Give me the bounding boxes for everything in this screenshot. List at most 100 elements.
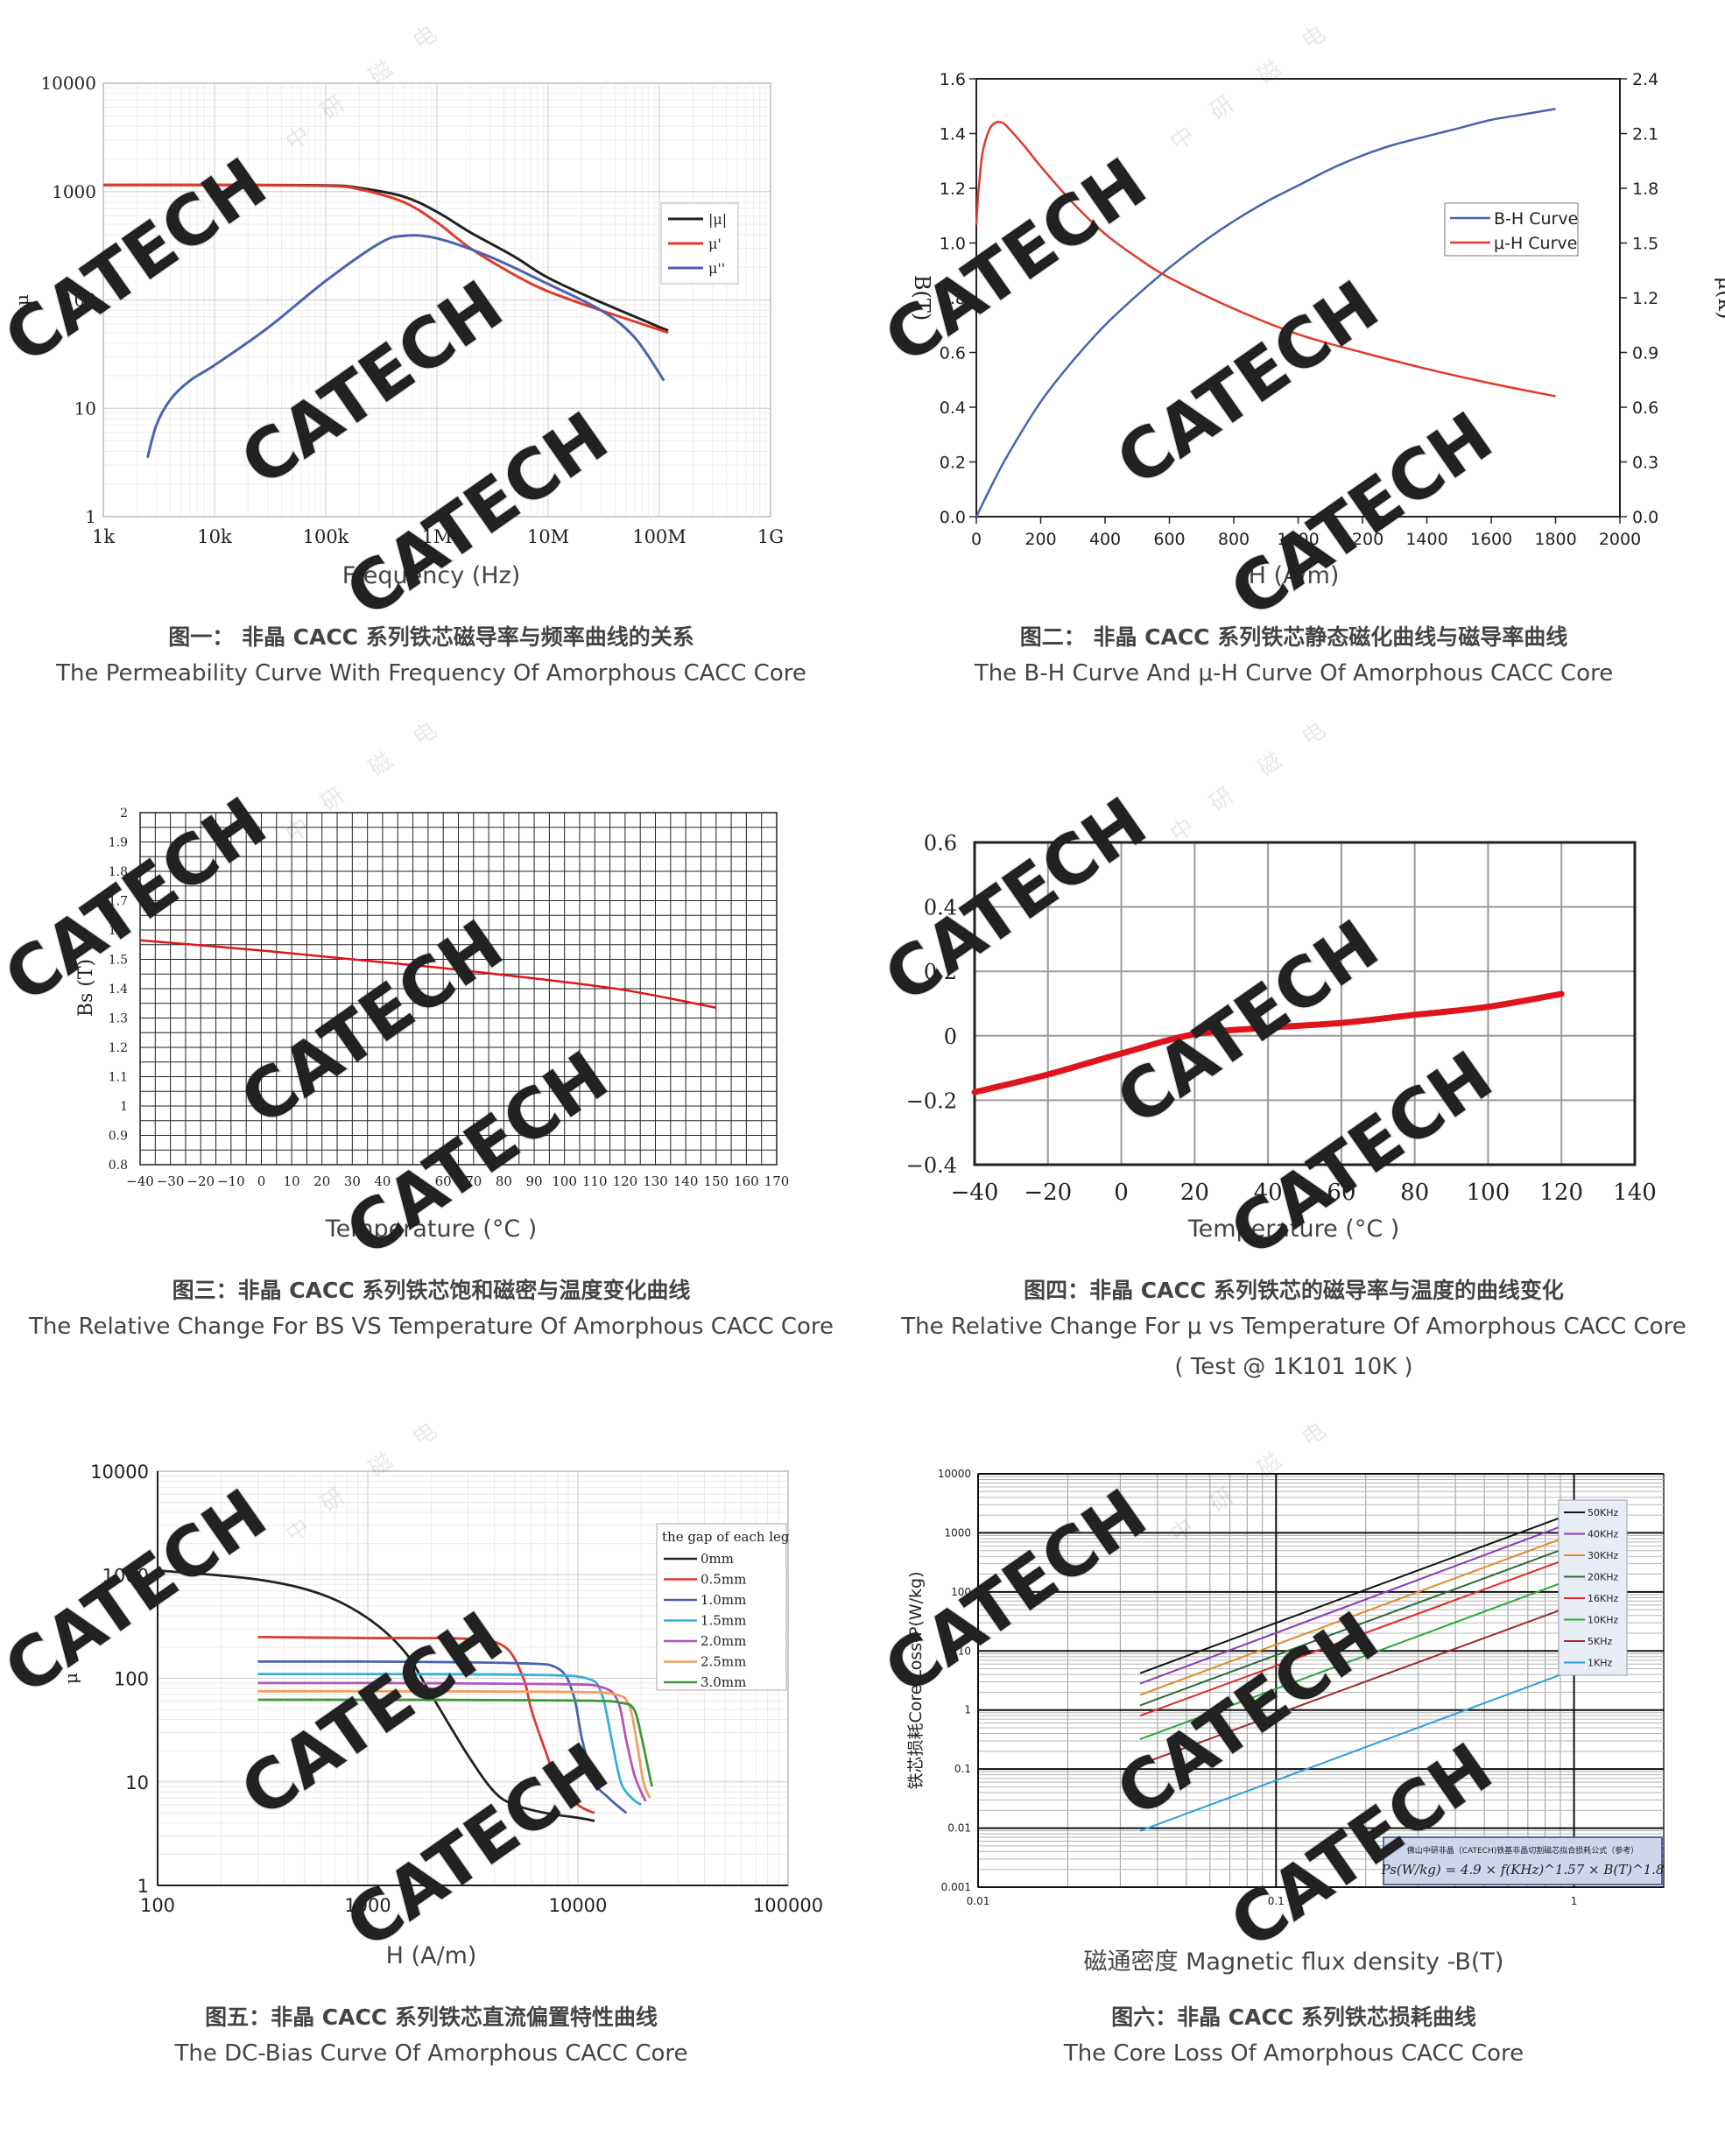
series-line: [1139, 1668, 1574, 1832]
series-line: [257, 1681, 647, 1802]
chart-bh-uh-curve: 0 200 400 600 800 1000 1200 1400 1600 1800 2000 0.0…: [910, 70, 1725, 549]
series-line: [257, 1673, 643, 1807]
y-tick-label: 0.2: [924, 960, 957, 984]
legend-label: 0mm: [701, 1551, 734, 1567]
legend-label: μ': [708, 236, 722, 252]
x-tick-label: 100: [1467, 1180, 1510, 1206]
x-tick-label: 70: [465, 1173, 482, 1189]
x-tick-label: 0: [971, 530, 982, 549]
panel-core-loss: 0.01 0.1 1 0.001 0.01 0.1 1 10 100 1000 10000 铁芯损耗C…: [862, 1419, 1725, 2156]
legend-label: 30KHz: [1588, 1550, 1618, 1561]
series-line: [157, 1569, 595, 1822]
x-tick-label: 10: [284, 1173, 300, 1189]
y-tick-label: 100: [951, 1586, 971, 1598]
legend-label: 5KHz: [1588, 1636, 1612, 1647]
legend-label: 1.5mm: [701, 1613, 746, 1629]
y-tick-label: 0.9: [109, 1130, 128, 1144]
y-tick-label: 0.8: [940, 289, 966, 308]
legend-label: 1.0mm: [701, 1592, 746, 1608]
y-tick-label: −0.4: [906, 1153, 957, 1178]
x-tick-label: 80: [496, 1173, 512, 1189]
y-tick-label: 100: [114, 1669, 149, 1690]
series-line: [1139, 1520, 1574, 1685]
x-tick-label: 1k: [92, 526, 115, 547]
x-tick-label: 60: [435, 1173, 452, 1189]
x-tick-label: 200: [1024, 530, 1056, 549]
series-line: [257, 1689, 651, 1799]
x-axis-label: H (A/m): [1248, 562, 1340, 589]
x-tick-label: −40: [126, 1173, 154, 1189]
panel-permeability-frequency: 1k 10k 100k 1M 10M 100M 1G 1 10 100 1000 10000 μ |μ| μ…: [0, 0, 862, 701]
y-tick-label: 0.4: [940, 398, 966, 418]
y2-tick-label: 0.0: [1632, 508, 1658, 527]
x-tick-label: 0.01: [967, 1895, 990, 1907]
x-tick-label: 130: [643, 1173, 668, 1189]
legend-box: [1444, 202, 1579, 257]
x-tick-label: 150: [703, 1173, 729, 1189]
x-tick-label: 80: [1400, 1180, 1429, 1206]
x-tick-label: 90: [526, 1173, 543, 1189]
y-tick-label: 0.0: [940, 508, 966, 527]
x-tick-label: 100: [552, 1173, 577, 1189]
x-tick-label: −30: [157, 1173, 185, 1189]
x-tick-label: 1G: [757, 526, 784, 547]
x-tick-label: 10k: [197, 526, 232, 547]
y2-tick-label: 0.6: [1632, 398, 1658, 418]
series-line: [1139, 1555, 1574, 1717]
y-tick-label: 1: [964, 1704, 971, 1716]
chart-mu-temperature: −40 −20 0 20 40 60 80 100 120 140 −0.4 −0.2 0 0.2 0.4 0…: [906, 831, 1657, 1206]
x-tick-label: 20: [1180, 1180, 1209, 1206]
series-line: [1139, 1544, 1574, 1707]
y-tick-label: 0.1: [954, 1763, 971, 1775]
y2-tick-label: 2.1: [1632, 125, 1658, 144]
x-tick-label: 800: [1218, 530, 1250, 549]
legend-box: [1558, 1499, 1628, 1676]
y-tick-label: 0.8: [109, 1159, 128, 1173]
x-axis-label: Temperature (°C ): [1187, 1215, 1400, 1243]
legend-label: B-H Curve: [1494, 209, 1578, 229]
y-tick-label: 2: [120, 807, 128, 821]
panel-mu-temperature: −40 −20 0 20 40 60 80 100 120 140 −0.4 −0.2 0 0.2 0.4 0…: [862, 718, 1725, 1401]
x-tick-label: 1800: [1534, 530, 1576, 549]
x-tick-label: 1M: [422, 526, 453, 547]
x-tick-label: 10M: [527, 526, 569, 547]
x-tick-label: 100000: [753, 1895, 823, 1916]
series-line: [146, 234, 665, 459]
y-tick-label: 0.001: [941, 1881, 971, 1893]
legend-label: 3.0mm: [701, 1674, 746, 1690]
x-tick-label: 40: [1254, 1180, 1283, 1206]
x-axis-label: Temperature (°C ): [325, 1215, 538, 1243]
x-tick-label: 110: [582, 1173, 608, 1189]
x-tick-label: 400: [1089, 530, 1121, 549]
caption-en: The Permeability Curve With Frequency Of…: [56, 660, 806, 687]
panel-bs-temperature: −40 −30 −20 −10 0 10 20 30 40 50 60 70 80 90 100 110 120…: [0, 718, 862, 1384]
y-tick-label: 1.1: [109, 1071, 128, 1085]
caption-zh: 图一： 非晶 CACC 系列铁芯磁导率与频率曲线的关系: [168, 624, 694, 650]
x-tick-label: 0.1: [1268, 1895, 1285, 1907]
y-tick-label: 1000: [944, 1526, 971, 1539]
x-tick-label: 120: [1539, 1180, 1583, 1206]
y-tick-label: 1.2: [940, 180, 966, 199]
y-tick-label: 1.4: [109, 983, 128, 997]
y-axis-label: Bs (T): [75, 959, 97, 1017]
y2-tick-label: 0.9: [1632, 344, 1658, 363]
x-tick-label: 100: [140, 1895, 175, 1916]
legend-label: 50KHz: [1588, 1507, 1618, 1518]
caption-zh: 图五：非晶 CACC 系列铁芯直流偏置特性曲线: [205, 2005, 658, 2030]
legend-label: 40KHz: [1588, 1529, 1618, 1540]
x-tick-label: 160: [734, 1173, 759, 1189]
x-tick-label: 100M: [632, 526, 686, 547]
x-tick-label: −20: [187, 1173, 215, 1189]
series-line: [1139, 1532, 1574, 1696]
series-line: [257, 1636, 595, 1814]
chart-dc-bias: 100 1000 10000 100000 1 10 100 1000 10000 μ the ga…: [60, 1462, 823, 1916]
y2-axis-label: μ(k): [1714, 277, 1725, 320]
y-tick-label: 0.2: [940, 454, 966, 473]
x-tick-label: 1: [1571, 1895, 1578, 1907]
series-line: [975, 108, 1556, 518]
legend-label: |μ|: [708, 211, 727, 228]
y-axis-label: B(T): [910, 275, 934, 321]
y-axis-label: 铁芯损耗Core Loss-P(W/kg): [906, 1571, 926, 1789]
formula-box: [1383, 1836, 1663, 1885]
y-tick-label: 1: [137, 1876, 149, 1897]
